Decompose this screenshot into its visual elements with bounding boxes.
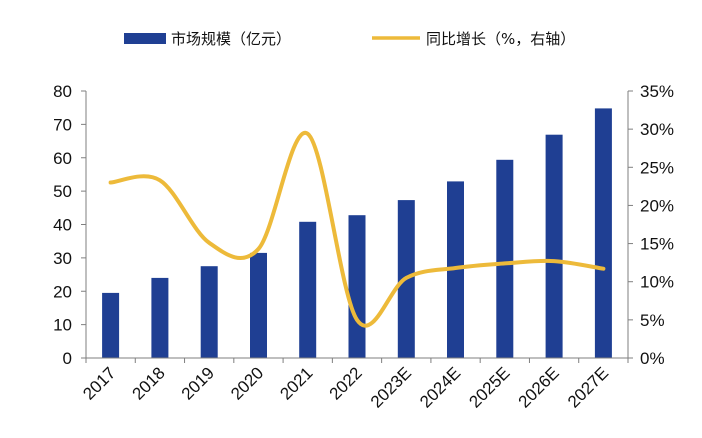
bar-2025E: [496, 159, 514, 358]
legend-bar-swatch: [124, 33, 166, 44]
x-tick-label: 2020: [227, 363, 267, 403]
left-tick-label: 70: [53, 115, 72, 134]
x-tick-label: 2022: [326, 363, 366, 403]
left-tick-label: 20: [53, 282, 72, 301]
legend-bar-label: 市场规模（亿元）: [171, 30, 291, 48]
right-tick-label: 0%: [640, 349, 665, 368]
growth-line: [108, 131, 606, 328]
right-tick-label: 15%: [640, 235, 674, 254]
x-tick-label: 2019: [178, 363, 218, 403]
left-tick-label: 60: [53, 149, 72, 168]
bar-2021: [299, 221, 317, 358]
left-tick-label: 0: [63, 349, 72, 368]
left-tick-label: 50: [53, 182, 72, 201]
bar-2018: [151, 277, 169, 358]
line-series: [108, 131, 606, 328]
x-tick-label: 2025E: [465, 363, 513, 411]
x-tick-label: 2018: [129, 363, 169, 403]
right-tick-label: 10%: [640, 273, 674, 292]
left-tick-label: 80: [53, 82, 72, 101]
left-tick-label: 10: [53, 316, 72, 335]
x-tick-label: 2017: [79, 363, 119, 403]
legend-line-label: 同比增长（%，右轴）: [426, 30, 575, 48]
x-axis-ticks: 2017 2018 2019 2020 2021 2022 2023E 2024E 2025E 2…: [79, 358, 629, 412]
bar-2026E: [545, 134, 563, 358]
right-tick-label: 35%: [640, 82, 674, 101]
x-tick-label: 2023E: [367, 363, 415, 411]
right-tick-label: 20%: [640, 196, 674, 215]
legend: 市场规模（亿元） 同比增长（%，右轴）: [124, 30, 575, 48]
x-tick-label: 2021: [276, 363, 316, 403]
right-axis-ticks: 0% 5% 10% 15% 20% 25% 30% 35%: [628, 82, 674, 368]
bar-2027E: [594, 108, 612, 359]
bar-2020: [250, 252, 267, 358]
x-tick-label: 2024E: [416, 363, 464, 411]
right-tick-label: 30%: [640, 120, 674, 139]
left-tick-label: 40: [53, 216, 72, 235]
bar-2017: [102, 292, 120, 358]
x-tick-label: 2027E: [564, 363, 612, 411]
bar-2022: [348, 215, 366, 358]
left-axis-ticks: 0 10 20 30 40 50 60 70 80: [53, 82, 86, 368]
right-tick-label: 25%: [640, 158, 674, 177]
left-tick-label: 30: [53, 249, 72, 268]
x-tick-label: 2026E: [515, 363, 563, 411]
right-tick-label: 5%: [640, 311, 665, 330]
bar-2019: [200, 266, 218, 358]
